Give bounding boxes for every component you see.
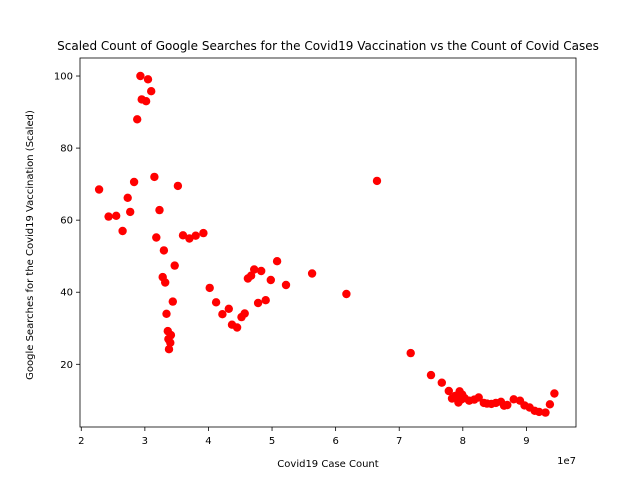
data-point-32 — [205, 283, 214, 293]
data-point-72 — [503, 400, 512, 410]
data-point-46 — [266, 275, 275, 285]
data-point-33 — [211, 298, 221, 307]
data-point-47 — [272, 257, 282, 266]
data-point-1 — [104, 212, 113, 221]
y-tick-label: 100 — [54, 72, 73, 83]
data-point-51 — [372, 176, 382, 186]
data-point-11 — [143, 75, 153, 84]
data-point-53 — [426, 370, 436, 380]
x-axis-label: Covid19 Case Count — [277, 459, 378, 470]
data-point-3 — [118, 226, 127, 236]
x-tick-label: 4 — [205, 436, 211, 447]
y-tick-label: 20 — [60, 360, 73, 371]
data-point-42 — [250, 265, 259, 274]
data-point-54 — [437, 378, 446, 387]
x-tick-label: 3 — [142, 436, 148, 447]
data-point-7 — [133, 115, 142, 124]
data-point-18 — [161, 278, 170, 287]
data-point-8 — [136, 71, 145, 81]
data-point-81 — [550, 389, 559, 398]
y-tick-label: 40 — [60, 288, 73, 299]
y-tick-label: 60 — [60, 216, 73, 227]
data-point-27 — [173, 181, 183, 191]
x-tick-label: 8 — [460, 436, 466, 447]
data-point-5 — [126, 207, 135, 217]
x-tick-label: 2 — [78, 436, 84, 447]
data-point-14 — [152, 233, 161, 242]
plot-frame — [79, 57, 577, 428]
data-point-22 — [164, 345, 174, 354]
data-point-50 — [342, 289, 351, 299]
data-point-30 — [191, 231, 200, 240]
data-point-19 — [162, 309, 171, 318]
data-point-23 — [166, 338, 175, 347]
data-point-52 — [406, 348, 415, 358]
data-point-17 — [159, 246, 169, 255]
points-layer — [94, 71, 559, 417]
data-point-43 — [253, 298, 263, 308]
data-point-4 — [123, 193, 132, 202]
ticks-layer: 2 3 4 5 6 7 8 9 20 40 60 80 100 — [54, 72, 530, 447]
data-point-31 — [199, 228, 208, 238]
data-point-80 — [545, 400, 555, 409]
data-point-15 — [155, 205, 164, 215]
data-point-13 — [150, 172, 159, 182]
x-axis-offset-label: 1e7 — [557, 456, 576, 467]
data-point-10 — [141, 97, 151, 106]
data-point-6 — [129, 177, 139, 187]
x-tick-label: 7 — [396, 436, 402, 447]
x-tick-label: 6 — [332, 436, 338, 447]
chart-title: Scaled Count of Google Searches for the … — [57, 39, 599, 53]
data-point-78 — [534, 407, 544, 417]
data-point-26 — [170, 261, 179, 270]
data-point-39 — [240, 309, 249, 318]
data-point-48 — [281, 280, 291, 290]
data-point-34 — [218, 310, 227, 319]
data-point-45 — [261, 296, 270, 305]
data-point-12 — [147, 87, 156, 96]
data-point-55 — [444, 386, 453, 396]
data-point-25 — [168, 297, 177, 306]
data-point-24 — [166, 330, 176, 340]
data-point-65 — [474, 393, 483, 402]
data-point-73 — [509, 395, 518, 404]
data-point-49 — [307, 269, 317, 278]
data-point-35 — [224, 304, 233, 313]
data-point-2 — [112, 211, 121, 220]
data-point-37 — [232, 323, 242, 332]
data-point-29 — [185, 234, 194, 243]
data-point-44 — [257, 266, 266, 276]
x-tick-label: 9 — [523, 436, 529, 447]
data-point-41 — [246, 271, 256, 280]
data-point-28 — [178, 231, 188, 240]
data-point-79 — [541, 408, 550, 417]
data-point-0 — [94, 185, 104, 194]
y-tick-label: 80 — [60, 144, 73, 155]
y-axis-label: Google Searches for the Covid19 Vaccinat… — [25, 110, 36, 380]
x-tick-label: 5 — [269, 436, 275, 447]
